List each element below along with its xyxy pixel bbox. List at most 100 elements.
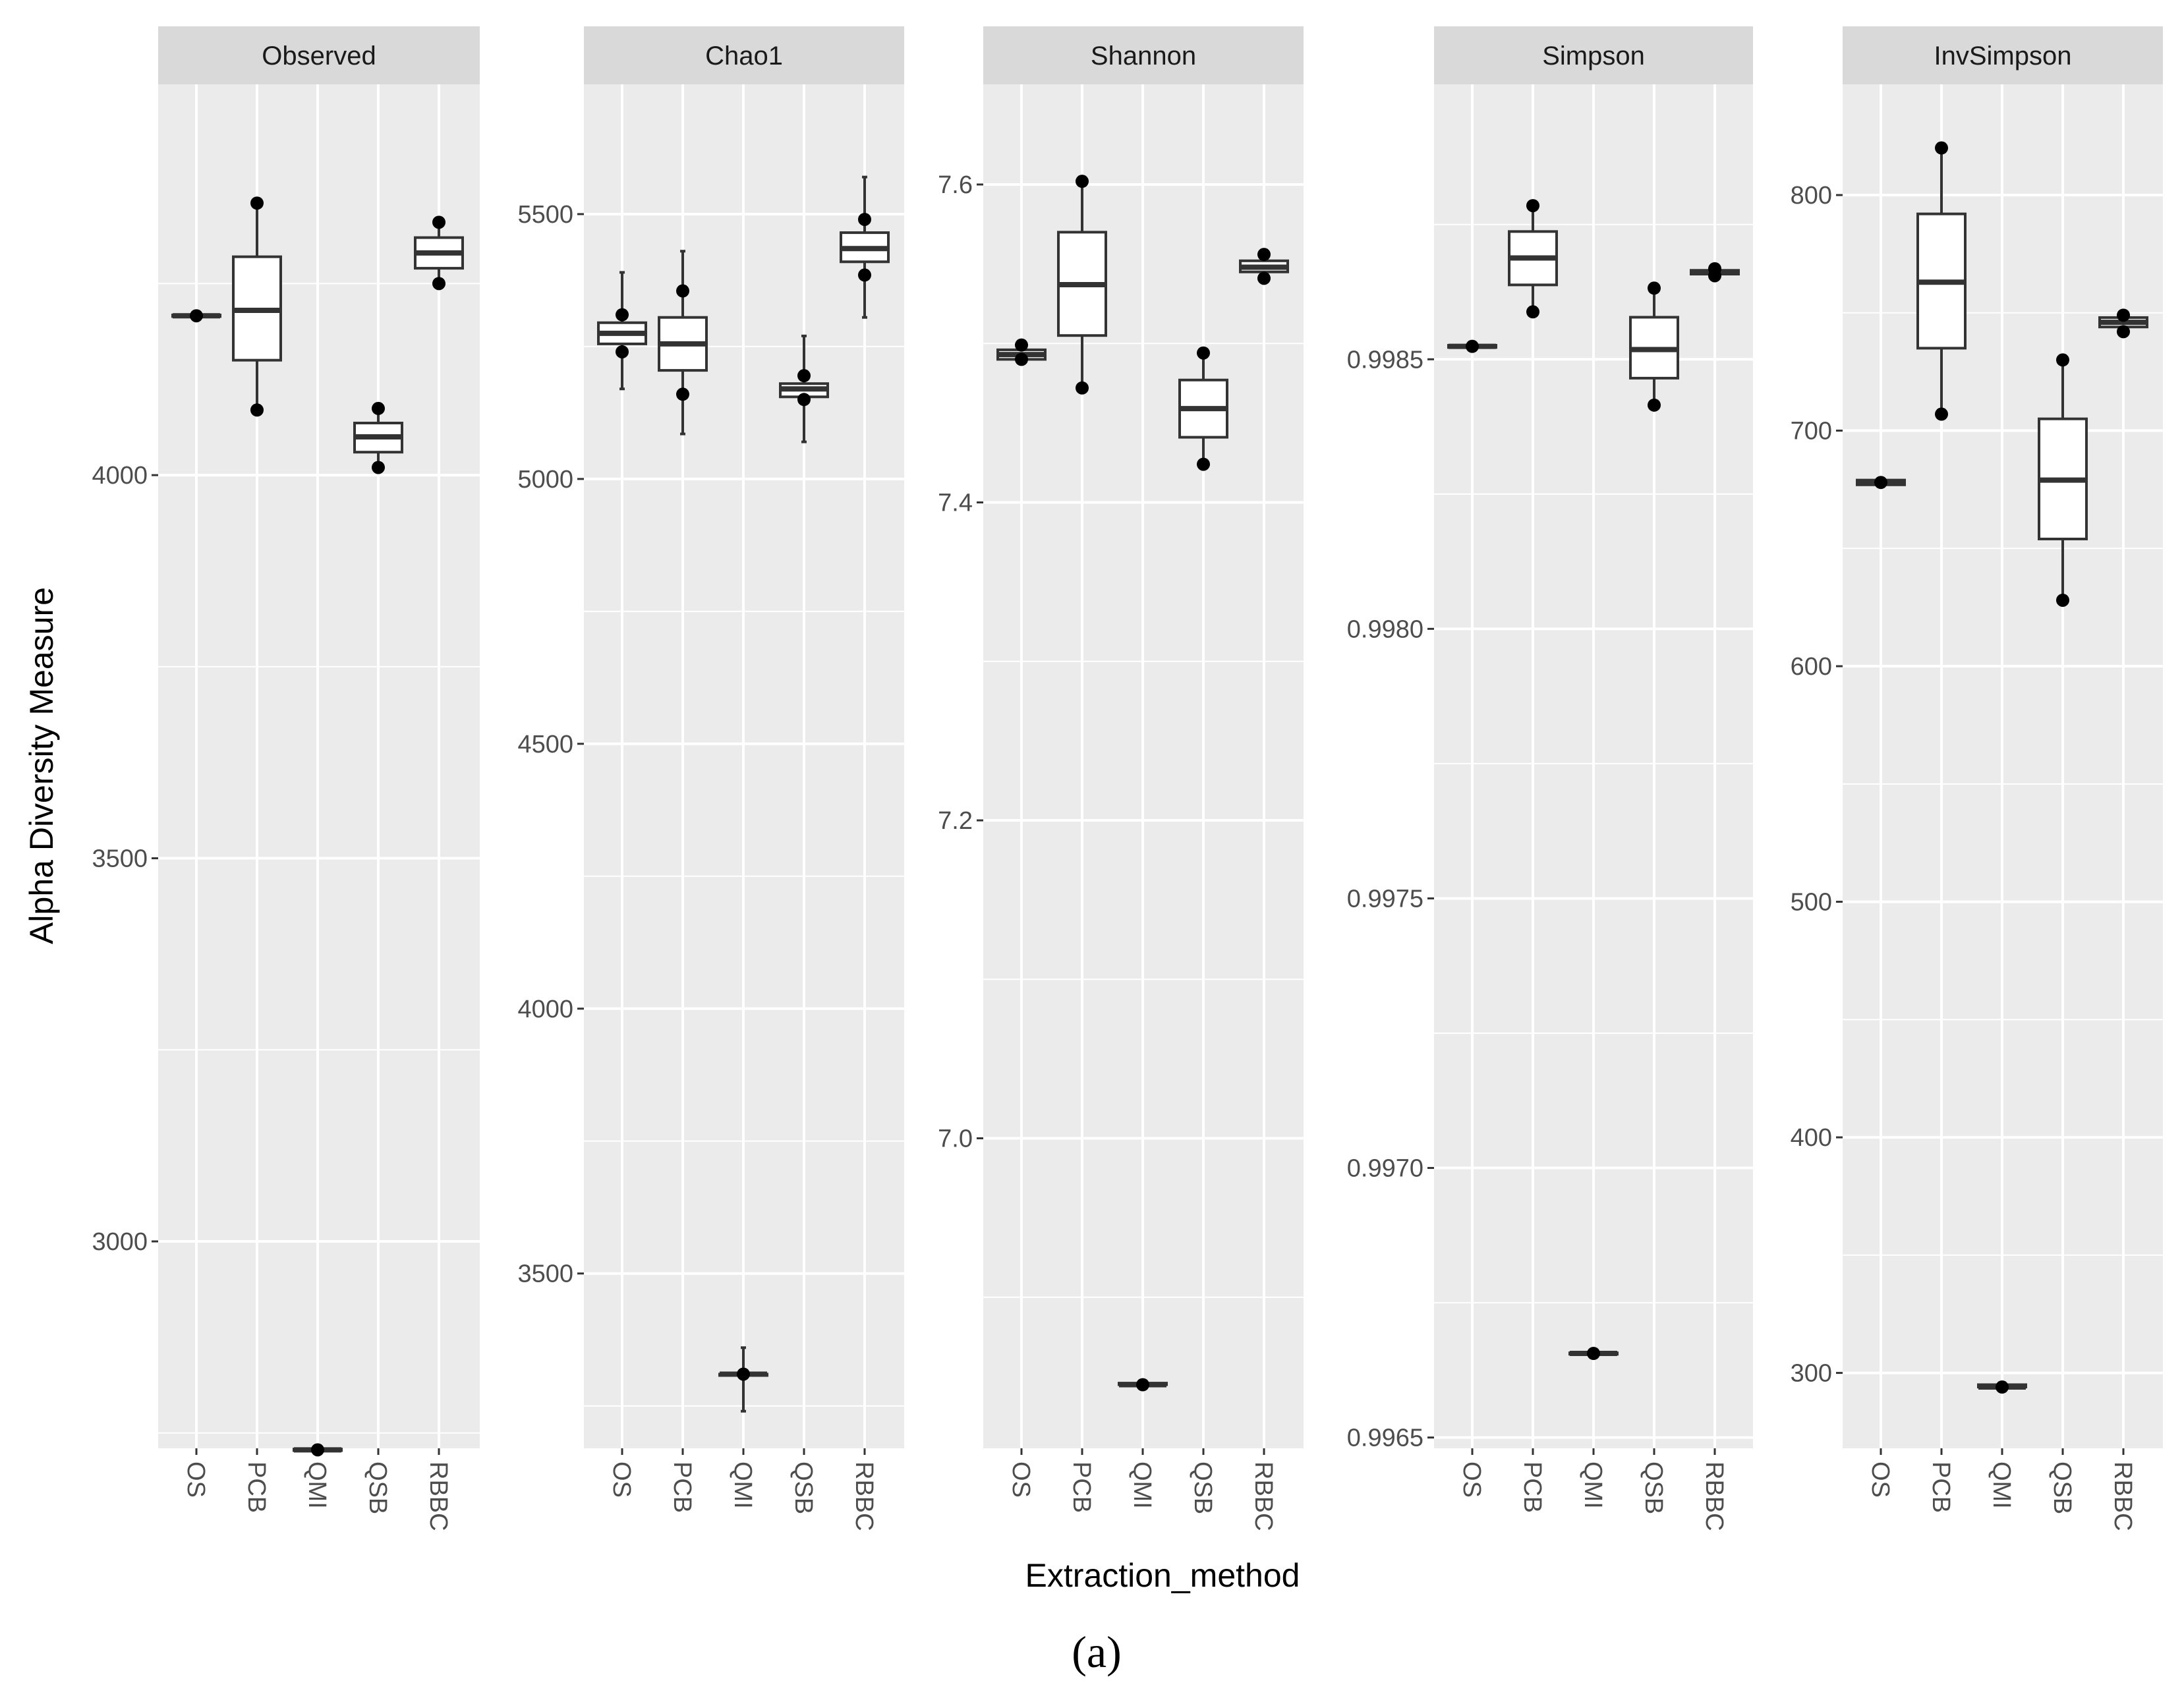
data-point-rbbc: [858, 268, 871, 282]
x-tick-label-os: OS: [608, 1461, 635, 1498]
data-point-qsb: [797, 393, 811, 407]
data-point-qsb: [1648, 281, 1661, 295]
x-tick-label-rbbc: RBBC: [424, 1461, 452, 1531]
data-point-rbbc: [1708, 269, 1721, 283]
y-tick-label: 3500: [517, 1261, 573, 1288]
y-tick-label: 300: [1791, 1360, 1832, 1388]
data-point-rbbc: [2117, 325, 2130, 339]
data-point-qmi: [1996, 1380, 2009, 1394]
y-tick-label: 500: [1791, 889, 1832, 917]
x-tick-label-qsb: QSB: [2048, 1461, 2076, 1514]
data-point-qmi: [737, 1367, 750, 1381]
data-point-rbbc: [432, 277, 445, 291]
facet-strip: [158, 26, 480, 84]
data-point-qsb: [2056, 353, 2069, 367]
y-tick-label: 4500: [517, 731, 573, 758]
data-point-rbbc: [858, 212, 871, 226]
data-point-pcb: [1076, 381, 1089, 395]
data-point-qsb: [372, 401, 385, 415]
x-tick-label-rbbc: RBBC: [850, 1461, 878, 1531]
x-tick-label-qmi: QMI: [1988, 1461, 2015, 1509]
facet-title: InvSimpson: [1934, 42, 2072, 71]
data-point-qsb: [2056, 593, 2069, 607]
facet-title: Shannon: [1091, 42, 1196, 71]
x-tick-label-rbbc: RBBC: [1700, 1461, 1728, 1531]
data-point-pcb: [1076, 175, 1089, 188]
x-tick-label-qmi: QMI: [729, 1461, 757, 1509]
x-tick-label-pcb: PCB: [1068, 1461, 1095, 1513]
data-point-qsb: [1197, 346, 1210, 360]
facet-strip: [983, 26, 1304, 84]
box-pcb: [232, 203, 282, 411]
data-point-qsb: [1648, 398, 1661, 412]
facet-strip: [1843, 26, 2163, 84]
data-point-rbbc: [2117, 308, 2130, 322]
x-axis-title: Extraction_method: [1025, 1557, 1300, 1594]
facet-strip: [1434, 26, 1753, 84]
box-os: [597, 271, 647, 391]
y-tick-label: 3500: [92, 845, 148, 873]
y-tick-label: 0.9980: [1347, 615, 1423, 643]
x-tick-label-os: OS: [1458, 1461, 1485, 1498]
data-point-os: [1874, 476, 1887, 490]
facet-strip: [584, 26, 904, 84]
facet-panel-simpson: Simpson 0.9965 0.9970 0.9975 0.9980 0.9985 OS P…: [1347, 26, 1753, 1531]
data-point-os: [190, 309, 203, 323]
box-rbbc: [414, 222, 464, 284]
data-point-pcb: [250, 403, 264, 417]
data-point-qsb: [372, 461, 385, 474]
figure-caption: (a): [1072, 1627, 1121, 1677]
y-axis-title: Alpha Diversity Measure: [23, 587, 60, 944]
x-tick-label-pcb: PCB: [668, 1461, 696, 1513]
x-tick-label-qmi: QMI: [1128, 1461, 1156, 1509]
data-point-qsb: [797, 369, 811, 383]
data-point-pcb: [1935, 141, 1948, 155]
box-qsb: [2038, 360, 2088, 600]
x-tick-label-pcb: PCB: [1518, 1461, 1546, 1513]
data-point-pcb: [676, 387, 689, 401]
x-tick-label-qmi: QMI: [1579, 1461, 1607, 1509]
y-tick-label: 3000: [92, 1228, 148, 1256]
y-tick-label: 0.9975: [1347, 885, 1423, 913]
x-tick-label-rbbc: RBBC: [1250, 1461, 1277, 1531]
x-tick-label-qsb: QSB: [364, 1461, 391, 1514]
data-point-pcb: [1526, 199, 1539, 213]
data-point-qmi: [311, 1443, 324, 1457]
x-tick-label-pcb: PCB: [243, 1461, 270, 1513]
y-tick-label: 600: [1791, 653, 1832, 681]
box-rbbc: [840, 175, 890, 319]
data-point-pcb: [1935, 407, 1948, 421]
facet-title: Chao1: [705, 42, 783, 71]
x-tick-label-pcb: PCB: [1927, 1461, 1955, 1513]
y-tick-label: 4000: [92, 462, 148, 490]
y-tick-label: 0.9985: [1347, 346, 1423, 374]
x-tick-label-qsb: QSB: [790, 1461, 817, 1514]
x-tick-label-qsb: QSB: [1640, 1461, 1667, 1514]
y-tick-label: 0.9970: [1347, 1155, 1423, 1183]
y-tick-label: 5000: [517, 466, 573, 494]
box-qsb: [1629, 288, 1679, 405]
facet-panel-observed: Observed 3000 3500 4000 OS PCB QMI QSB RBBC: [92, 26, 480, 1531]
y-tick-label: 700: [1791, 418, 1832, 445]
data-point-os: [616, 308, 629, 322]
y-tick-label: 7.0: [938, 1125, 973, 1153]
y-tick-label: 800: [1791, 182, 1832, 210]
data-point-os: [1015, 338, 1028, 352]
data-point-qsb: [1197, 457, 1210, 471]
y-tick-label: 5500: [517, 201, 573, 229]
x-tick-label-qmi: QMI: [303, 1461, 331, 1509]
data-point-rbbc: [1257, 248, 1271, 262]
y-tick-label: 7.4: [938, 490, 973, 517]
box-pcb: [1057, 181, 1107, 388]
box-pcb: [1508, 206, 1558, 312]
data-point-pcb: [676, 284, 689, 298]
y-tick-label: 0.9965: [1347, 1425, 1423, 1452]
box-pcb: [658, 250, 708, 436]
data-point-pcb: [250, 196, 264, 210]
y-tick-label: 7.6: [938, 171, 973, 199]
y-tick-label: 4000: [517, 996, 573, 1023]
x-tick-label-rbbc: RBBC: [2109, 1461, 2137, 1531]
facet-panel-shannon: Shannon 7.0 7.2 7.4 7.6 OS PCB QMI QSB RBBC: [938, 26, 1304, 1531]
box-pcb: [1916, 148, 1967, 414]
